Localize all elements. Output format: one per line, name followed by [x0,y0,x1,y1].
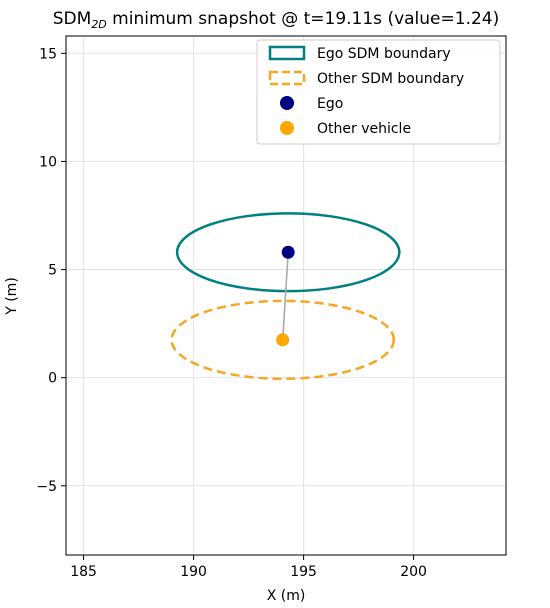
y-axis-label: Y (m) [4,277,20,316]
legend-box [256,39,501,145]
legend-swatch-dot [280,96,294,110]
plot-area [170,212,401,381]
other-sdm-boundary [170,299,396,381]
y-tick-label: 0 [48,371,57,387]
y-tick-label: 5 [48,263,57,279]
x-tick-label: 190 [180,564,207,580]
x-tick-label: 200 [400,564,427,580]
legend-label: Other SDM boundary [317,71,464,87]
y-tick-label: 15 [39,46,57,62]
legend-swatch-dot [280,121,294,135]
y-tick-label: 10 [39,154,57,170]
x-tick-label: 195 [290,564,317,580]
legend-label: Ego SDM boundary [317,46,451,62]
ego-other-connector [281,252,289,340]
legend: Ego SDM boundary Other SDM boundary Ego Oth… [256,39,501,145]
chart-title: SDM2D minimum snapshot @ t=19.11s (value… [53,9,500,31]
ego-sdm-boundary [175,212,401,293]
legend-label: Other vehicle [317,121,411,137]
other-vehicle-point [276,333,290,347]
y-tick-label: −5 [36,479,57,495]
ego-point [281,245,295,259]
ticks: 185 190 195 200 −5 0 5 10 15 [36,46,427,580]
x-axis-label: X (m) [267,588,306,604]
x-tick-label: 185 [70,564,97,580]
legend-swatch-ego-boundary [268,45,306,61]
legend-swatch-other-boundary [268,70,306,86]
plot-frame [65,35,507,556]
legend-label: Ego [317,96,343,112]
